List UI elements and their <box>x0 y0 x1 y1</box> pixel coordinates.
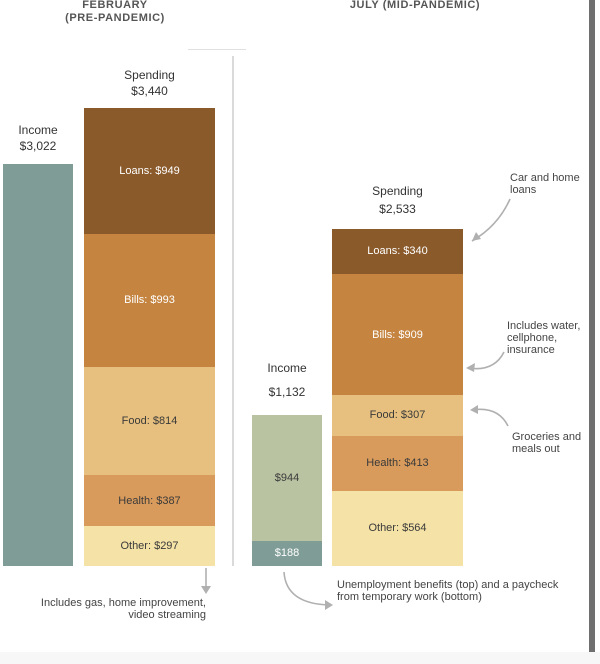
bar-segment-food: Food: $814 <box>84 366 215 475</box>
annotation-income-line1: Unemployment benefits (top) and a payche… <box>337 579 559 591</box>
bar-segment-loans: Loans: $949 <box>84 108 215 235</box>
jul-income-title: Income <box>267 361 307 375</box>
panel-divider <box>232 56 234 566</box>
jul-spending-bar: Loans: $340 Bills: $909 Food: $307 Health: … <box>332 228 463 566</box>
bar-segment-paycheck-from-temporary-work: $188 <box>252 540 322 566</box>
annotation-bills-line1: Includes water, <box>507 320 581 332</box>
right-border <box>589 0 595 652</box>
bar-segment-unemployment-benefits: $944 <box>252 415 322 541</box>
bar-segment-income <box>3 163 73 566</box>
bar-segment-loans: Loans: $340 <box>332 228 463 275</box>
car-loans-arrowhead-icon <box>472 232 481 241</box>
feb-spending-label: Spending $3,440 <box>84 67 215 99</box>
bar-segment-label: Bills: $993 <box>124 294 175 307</box>
bar-segment-bills: Bills: $909 <box>332 274 463 396</box>
july-heading: JULY (MID-PANDEMIC) <box>349 0 481 11</box>
jul-spending-title: Spending <box>372 184 423 198</box>
bar-segment-health: Health: $413 <box>332 435 463 491</box>
annotation-income-line2: from temporary work (bottom) <box>337 591 482 603</box>
jul-spending-label: Spending $2,533 <box>332 183 463 217</box>
feb-income-title: Income <box>18 123 58 137</box>
bar-segment-food: Food: $307 <box>332 395 463 436</box>
february-heading-line2: (PRE-PANDEMIC) <box>65 12 165 24</box>
feb-spending-total: $3,440 <box>131 84 168 98</box>
annotation-groceries: Groceries and meals out <box>512 431 581 455</box>
annotation-bills: Includes water, cellphone, insurance <box>507 320 580 356</box>
annotation-bills-line3: insurance <box>507 344 555 356</box>
bar-segment-label: $188 <box>274 547 300 560</box>
jul-income-bar: $944 $188 <box>252 415 322 566</box>
other-arrowhead-icon <box>201 586 211 594</box>
top-rule <box>188 49 246 50</box>
feb-spending-bar: Loans: $949 Bills: $993 Food: $814 Health: … <box>84 108 215 566</box>
groceries-arrowhead-icon <box>470 405 478 414</box>
annotation-car-loans-line1: Car and home <box>510 172 580 184</box>
annotation-other: Includes gas, home improvement, video st… <box>10 597 206 621</box>
jul-spending-total: $2,533 <box>379 202 416 216</box>
annotation-groceries-line1: Groceries and <box>512 431 582 443</box>
bar-segment-other: Other: $564 <box>332 490 463 566</box>
bar-segment-health: Health: $387 <box>84 474 215 527</box>
feb-spending-title: Spending <box>124 68 175 82</box>
bar-segment-label: $944 <box>274 472 300 485</box>
jul-income-total: $1,132 <box>268 385 306 399</box>
annotation-car-loans: Car and home loans <box>510 172 580 196</box>
feb-income-total: $3,022 <box>19 139 57 153</box>
bar-segment-label: Bills: $909 <box>372 328 423 341</box>
bills-arrowhead-icon <box>466 363 475 372</box>
feb-income-bar <box>3 163 73 566</box>
bar-segment-label: Food: $307 <box>369 409 426 422</box>
annotation-other-line1: Includes gas, home improvement, <box>40 597 206 609</box>
bar-segment-label: Health: $413 <box>366 457 429 470</box>
bar-segment-bills: Bills: $993 <box>84 234 215 367</box>
bar-segment-label: Food: $814 <box>121 414 178 427</box>
jul-income-label: Income $1,132 <box>252 360 322 400</box>
annotation-groceries-line2: meals out <box>512 443 560 455</box>
bar-segment-label: Other: $564 <box>368 522 427 535</box>
bottom-border <box>0 652 600 664</box>
annotation-bills-line2: cellphone, <box>507 332 558 344</box>
bar-segment-label: Health: $387 <box>118 494 181 507</box>
bar-segment-label: Other: $297 <box>120 540 179 553</box>
bar-segment-other: Other: $297 <box>84 526 215 566</box>
bar-segment-label: Loans: $340 <box>367 245 428 258</box>
income-arrowhead-icon <box>325 600 333 610</box>
annotation-other-line2: video streaming <box>128 609 206 621</box>
february-heading: FEBRUARY (PRE-PANDEMIC) <box>40 0 190 25</box>
feb-income-label: Income $3,022 <box>3 122 73 154</box>
bar-segment-label: Loans: $949 <box>119 165 180 178</box>
annotation-income: Unemployment benefits (top) and a payche… <box>337 579 558 603</box>
february-heading-line1: FEBRUARY <box>82 0 148 11</box>
income-arrow-icon <box>283 571 331 606</box>
annotation-car-loans-line2: loans <box>510 184 537 196</box>
